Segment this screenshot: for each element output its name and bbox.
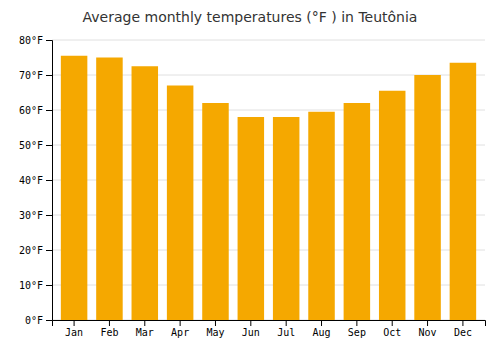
tick-mark — [462, 320, 463, 326]
tick-mark — [180, 320, 181, 326]
x-tick: Dec — [454, 320, 472, 338]
tick-mark — [46, 40, 52, 41]
axis-line — [46, 41, 53, 321]
bar — [414, 75, 441, 320]
tick-label: Jun — [242, 327, 260, 338]
tick-label: 0°F — [25, 315, 43, 326]
tick-label: 40°F — [19, 175, 43, 186]
x-tick: Jan — [65, 320, 83, 338]
y-tick: 60°F — [19, 105, 52, 116]
tick-mark — [427, 320, 428, 326]
tick-label: Jan — [65, 327, 83, 338]
tick-label: Dec — [454, 327, 472, 338]
tick-label: Apr — [171, 327, 189, 338]
tick-mark — [46, 75, 52, 76]
tick-label: Nov — [419, 327, 437, 338]
tick-mark — [250, 320, 251, 326]
x-tick: May — [206, 320, 224, 338]
tick-mark — [356, 320, 357, 326]
bars — [61, 56, 476, 320]
tick-mark — [144, 320, 145, 326]
bar — [344, 103, 371, 320]
x-tick: Sep — [348, 320, 366, 338]
tick-label: 70°F — [19, 70, 43, 81]
bar — [61, 56, 88, 320]
tick-label: 60°F — [19, 105, 43, 116]
tick-mark — [46, 215, 52, 216]
tick-label: 30°F — [19, 210, 43, 221]
tick-mark — [74, 320, 75, 326]
tick-mark — [46, 320, 52, 321]
tick-mark — [46, 250, 52, 251]
x-tick: Oct — [383, 320, 401, 338]
tick-mark — [46, 180, 52, 181]
x-tick: Mar — [136, 320, 154, 338]
grid-line — [52, 40, 485, 41]
tick-mark — [46, 145, 52, 146]
x-tick: Jun — [242, 320, 260, 338]
tick-mark — [392, 320, 393, 326]
bar — [167, 86, 194, 321]
grid — [52, 40, 485, 320]
tick-label: Aug — [312, 327, 330, 338]
bar — [450, 63, 477, 320]
tick-label: Jul — [277, 327, 295, 338]
y-tick: 80°F — [19, 35, 52, 46]
bar — [273, 117, 300, 320]
chart-title: Average monthly temperatures (°F ) in Te… — [83, 9, 418, 25]
tick-mark — [321, 320, 322, 326]
y-tick: 30°F — [19, 210, 52, 221]
y-tick: 20°F — [19, 245, 52, 256]
tick-label: May — [206, 327, 224, 338]
chart-container: Average monthly temperatures (°F ) in Te… — [0, 0, 500, 350]
y-tick: 70°F — [19, 70, 52, 81]
chart-svg: Average monthly temperatures (°F ) in Te… — [0, 0, 500, 350]
x-tick: Jul — [277, 320, 295, 338]
y-tick: 40°F — [19, 175, 52, 186]
bar — [308, 112, 335, 320]
bar — [132, 66, 159, 320]
tick-mark — [46, 285, 52, 286]
plot-area: Jan Feb Mar Apr May Jun Jul Aug Sep Oct Nov Dec 0°F 1… — [19, 35, 486, 338]
bar — [202, 103, 229, 320]
tick-mark — [286, 320, 287, 326]
tick-label: Feb — [100, 327, 118, 338]
tick-mark — [46, 110, 52, 111]
y-tick: 10°F — [19, 280, 52, 291]
tick-mark — [109, 320, 110, 326]
x-tick: Nov — [419, 320, 437, 338]
tick-label: Sep — [348, 327, 366, 338]
x-tick: Feb — [100, 320, 118, 338]
y-axis: 0°F 10°F 20°F 30°F 40°F 50°F 60°F 70°F 80°F — [19, 35, 53, 326]
tick-label: Oct — [383, 327, 401, 338]
axis-line — [53, 321, 486, 327]
x-tick: Apr — [171, 320, 189, 338]
tick-label: 10°F — [19, 280, 43, 291]
tick-label: Mar — [136, 327, 154, 338]
x-axis: Jan Feb Mar Apr May Jun Jul Aug Sep Oct Nov Dec — [53, 320, 486, 338]
x-tick: Aug — [312, 320, 330, 338]
tick-label: 50°F — [19, 140, 43, 151]
bar — [96, 58, 123, 321]
y-tick: 0°F — [25, 315, 52, 326]
bar — [379, 91, 406, 320]
tick-mark — [215, 320, 216, 326]
tick-label: 80°F — [19, 35, 43, 46]
bar — [238, 117, 265, 320]
tick-label: 20°F — [19, 245, 43, 256]
y-tick: 50°F — [19, 140, 52, 151]
